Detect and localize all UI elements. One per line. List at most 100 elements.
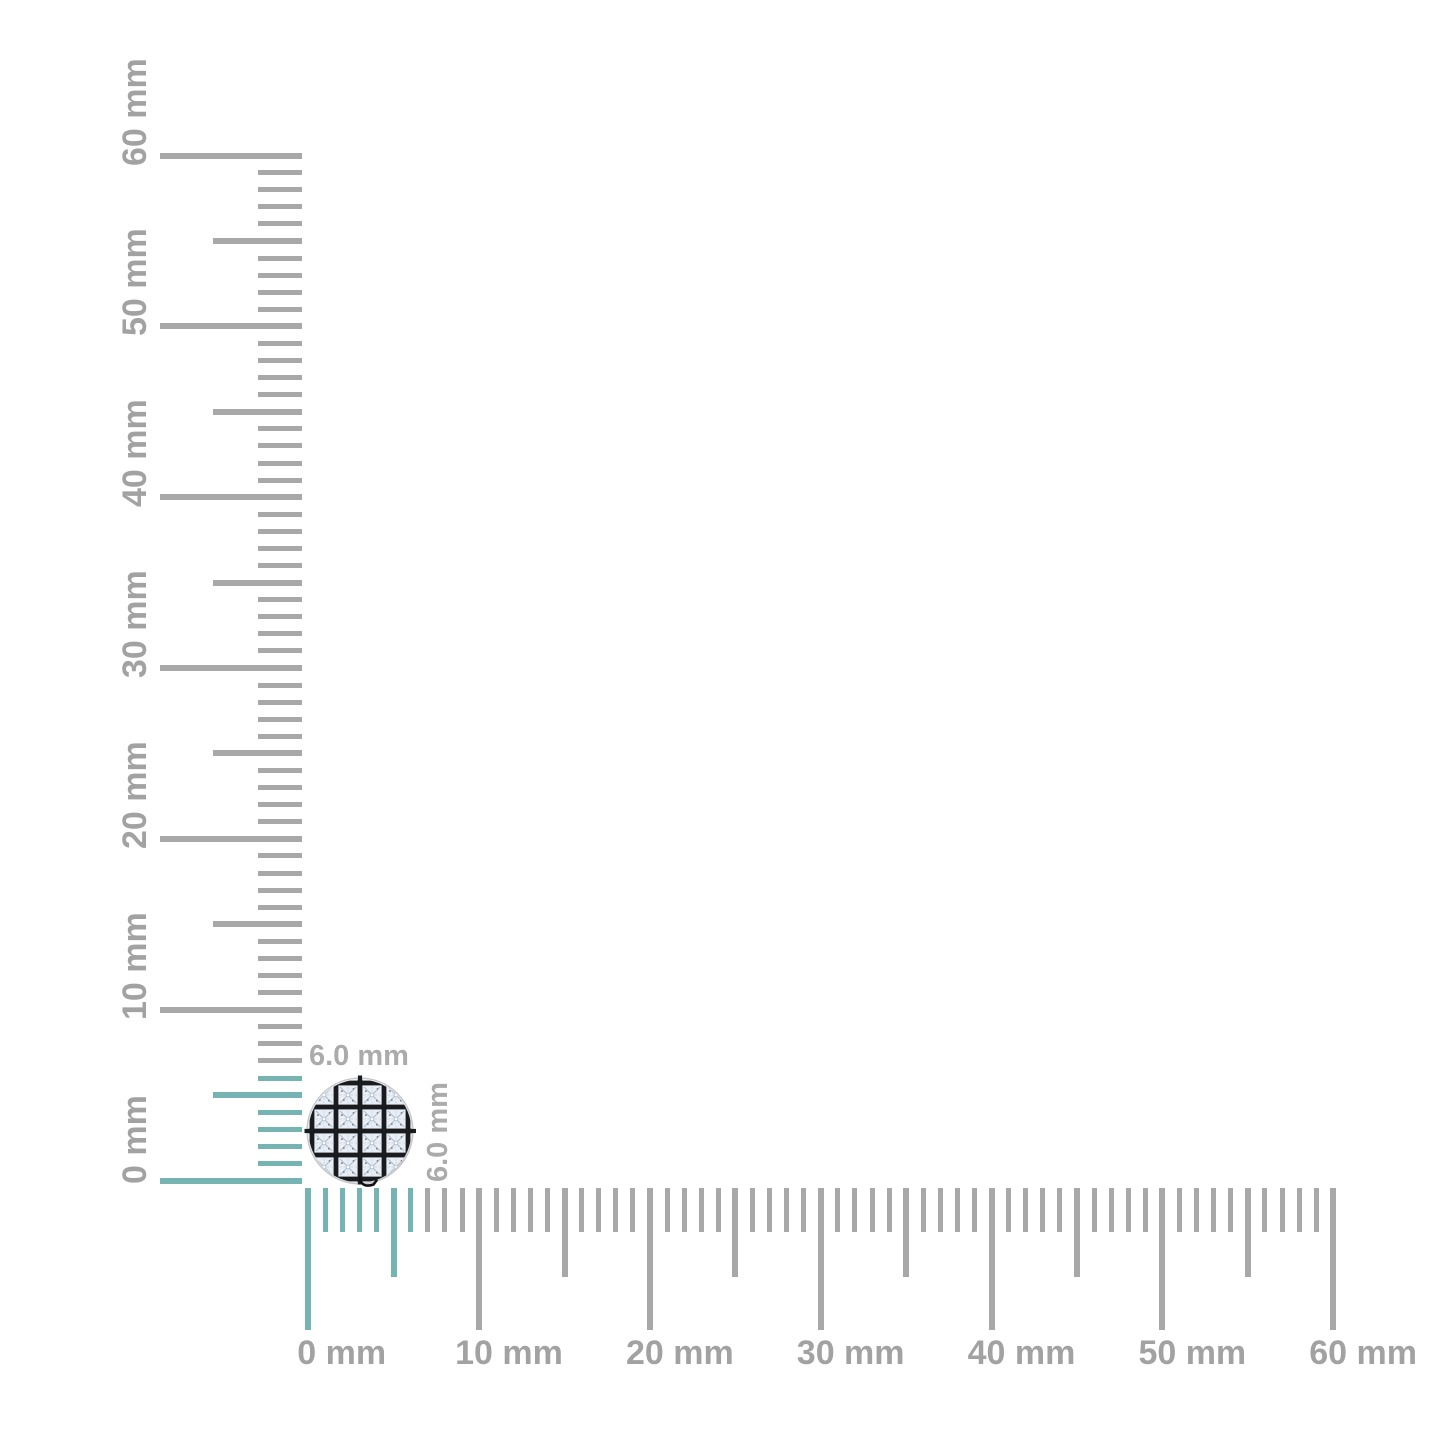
h-ruler-tick-9mm <box>459 1188 465 1232</box>
h-ruler-tick-40mm <box>988 1188 995 1330</box>
h-ruler-tick-2mm <box>339 1188 345 1232</box>
h-ruler-tick-34mm <box>886 1188 892 1232</box>
h-ruler-tick-39mm <box>972 1188 978 1232</box>
h-ruler-tick-49mm <box>1142 1188 1148 1232</box>
v-ruler-tick-47mm <box>258 375 302 381</box>
v-ruler-tick-11mm <box>258 990 302 996</box>
h-ruler-tick-14mm <box>544 1188 550 1232</box>
h-ruler-tick-3mm <box>357 1188 363 1232</box>
h-ruler-tick-5mm <box>390 1188 397 1277</box>
v-ruler-tick-10mm <box>160 1006 302 1013</box>
v-ruler-tick-37mm <box>258 545 302 551</box>
v-ruler-tick-35mm <box>213 579 302 586</box>
v-ruler-label-20mm: 20 mm <box>116 741 154 849</box>
v-ruler-tick-21mm <box>258 819 302 825</box>
v-ruler-tick-24mm <box>258 768 302 773</box>
h-ruler-tick-43mm <box>1040 1188 1046 1232</box>
v-ruler-tick-29mm <box>258 682 302 688</box>
v-ruler-label-0mm: 0 mm <box>116 1094 154 1184</box>
v-ruler-tick-22mm <box>258 802 302 808</box>
v-ruler-tick-16mm <box>258 904 302 910</box>
v-ruler-tick-53mm <box>258 272 302 278</box>
h-ruler-tick-29mm <box>801 1188 807 1232</box>
h-ruler-tick-55mm <box>1244 1188 1251 1277</box>
v-ruler-tick-28mm <box>258 699 302 705</box>
h-ruler-tick-44mm <box>1057 1188 1063 1232</box>
h-ruler-label-10mm: 10 mm <box>455 1334 563 1372</box>
h-ruler-tick-58mm <box>1296 1188 1302 1232</box>
v-ruler-tick-36mm <box>258 563 302 568</box>
h-ruler-tick-46mm <box>1091 1188 1097 1232</box>
v-ruler-tick-45mm <box>213 408 302 415</box>
v-ruler-tick-17mm <box>258 887 302 893</box>
v-ruler-tick-55mm <box>213 237 302 244</box>
v-ruler-tick-8mm <box>258 1041 302 1047</box>
v-ruler-tick-0mm <box>160 1177 302 1184</box>
v-ruler-tick-48mm <box>258 358 302 364</box>
h-ruler-tick-25mm <box>732 1188 739 1277</box>
h-ruler-tick-13mm <box>527 1188 533 1232</box>
h-ruler-tick-30mm <box>817 1188 824 1330</box>
item-width-label: 6.0 mm <box>309 1040 409 1072</box>
v-ruler-tick-15mm <box>213 921 302 928</box>
v-ruler-tick-27mm <box>258 716 302 722</box>
v-ruler-tick-2mm <box>258 1143 302 1149</box>
v-ruler-tick-33mm <box>258 614 302 620</box>
h-ruler-tick-33mm <box>869 1188 875 1232</box>
v-ruler-tick-38mm <box>258 528 302 534</box>
h-ruler-tick-48mm <box>1125 1188 1131 1232</box>
v-ruler-tick-54mm <box>258 255 302 261</box>
h-ruler-tick-56mm <box>1262 1188 1268 1232</box>
v-ruler-tick-23mm <box>258 785 302 791</box>
h-ruler-tick-28mm <box>784 1188 790 1232</box>
h-ruler-tick-59mm <box>1313 1188 1319 1232</box>
v-ruler-tick-20mm <box>160 835 302 842</box>
h-ruler-tick-23mm <box>698 1188 704 1232</box>
h-ruler-tick-6mm <box>408 1188 414 1232</box>
v-ruler-tick-50mm <box>160 323 302 330</box>
v-ruler-tick-39mm <box>258 511 302 517</box>
h-ruler-tick-54mm <box>1228 1188 1234 1232</box>
v-ruler-label-10mm: 10 mm <box>116 911 154 1020</box>
h-ruler-tick-45mm <box>1074 1188 1081 1277</box>
h-ruler-tick-10mm <box>476 1188 483 1330</box>
v-ruler-tick-19mm <box>258 853 302 859</box>
h-ruler-tick-0mm <box>305 1188 312 1330</box>
h-ruler-tick-4mm <box>374 1188 380 1232</box>
h-ruler-tick-11mm <box>493 1188 499 1232</box>
h-ruler-tick-52mm <box>1194 1188 1200 1232</box>
h-ruler-tick-50mm <box>1159 1188 1166 1330</box>
v-ruler-tick-3mm <box>258 1126 302 1132</box>
v-ruler-tick-42mm <box>258 460 302 466</box>
h-ruler-tick-37mm <box>937 1188 943 1232</box>
h-ruler-tick-15mm <box>561 1188 568 1277</box>
v-ruler-tick-51mm <box>258 306 302 312</box>
earring-product-image <box>304 1075 416 1187</box>
v-ruler-tick-25mm <box>213 750 302 757</box>
h-ruler-tick-36mm <box>920 1188 926 1232</box>
h-ruler-tick-7mm <box>425 1188 431 1232</box>
v-ruler-label-50mm: 50 mm <box>116 228 154 337</box>
v-ruler-tick-14mm <box>258 938 302 944</box>
v-ruler-tick-56mm <box>258 221 302 227</box>
h-ruler-tick-60mm <box>1330 1188 1337 1330</box>
h-ruler-tick-27mm <box>767 1188 773 1232</box>
v-ruler-label-60mm: 60 mm <box>116 57 154 166</box>
h-ruler-tick-53mm <box>1211 1188 1217 1232</box>
v-ruler-tick-5mm <box>213 1092 302 1099</box>
v-ruler-tick-41mm <box>258 477 302 483</box>
v-ruler-tick-57mm <box>258 204 302 210</box>
h-ruler-tick-22mm <box>681 1188 687 1232</box>
v-ruler-tick-4mm <box>258 1109 302 1115</box>
v-ruler-tick-44mm <box>258 426 302 432</box>
v-ruler-tick-31mm <box>258 648 302 654</box>
h-ruler-tick-12mm <box>510 1188 516 1232</box>
v-ruler-tick-40mm <box>160 494 302 501</box>
h-ruler-tick-1mm <box>322 1188 328 1232</box>
v-ruler-tick-26mm <box>258 733 302 739</box>
v-ruler-tick-18mm <box>258 870 302 876</box>
h-ruler-label-30mm: 30 mm <box>796 1334 905 1372</box>
earring-grid-cross-horizontal <box>304 1128 416 1134</box>
v-ruler-tick-7mm <box>258 1058 302 1064</box>
